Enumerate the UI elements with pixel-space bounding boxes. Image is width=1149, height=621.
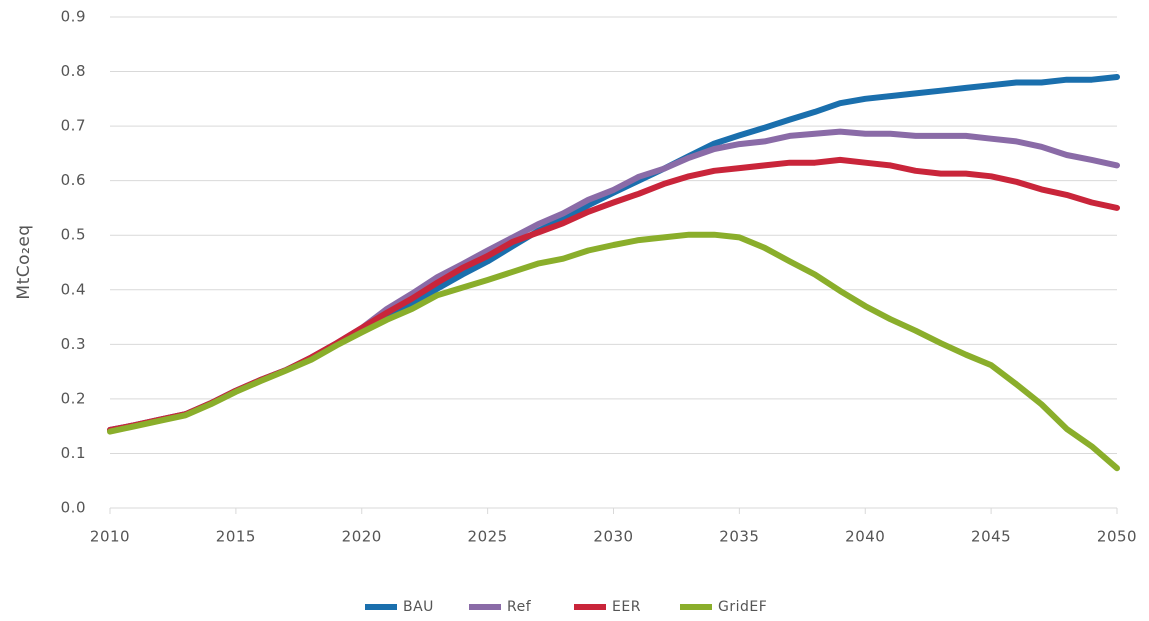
y-tick-label: 0.9 (61, 8, 86, 26)
series-line (107, 231, 1120, 472)
series-line (107, 156, 1120, 433)
y-tick-label: 0.5 (61, 226, 86, 244)
y-tick-label: 0.1 (61, 444, 86, 462)
y-tick-label: 0.7 (61, 117, 86, 135)
x-tick-label: 2035 (719, 528, 759, 546)
y-tick-label: 0.2 (61, 389, 86, 407)
x-tick-label: 2020 (342, 528, 382, 546)
y-tick-label: 0.8 (61, 62, 86, 80)
legend-label: Ref (507, 599, 532, 615)
legend-label: BAU (403, 599, 434, 615)
x-tick-label: 2045 (971, 528, 1011, 546)
y-tick-label: 0.6 (61, 171, 86, 189)
y-tick-label: 0.0 (61, 499, 86, 517)
x-tick-label: 2025 (468, 528, 508, 546)
legend-label: GridEF (718, 599, 767, 615)
x-tick-label: 2010 (90, 528, 130, 546)
x-tick-label: 2050 (1097, 528, 1137, 546)
y-tick-label: 0.4 (61, 280, 86, 298)
legend-label: EER (612, 599, 641, 615)
y-tick-label: 0.3 (61, 335, 86, 353)
x-tick-label: 2015 (216, 528, 256, 546)
x-tick-label: 2030 (593, 528, 633, 546)
y-axis-label: MtCo₂eq (14, 224, 34, 299)
x-tick-label: 2040 (845, 528, 885, 546)
